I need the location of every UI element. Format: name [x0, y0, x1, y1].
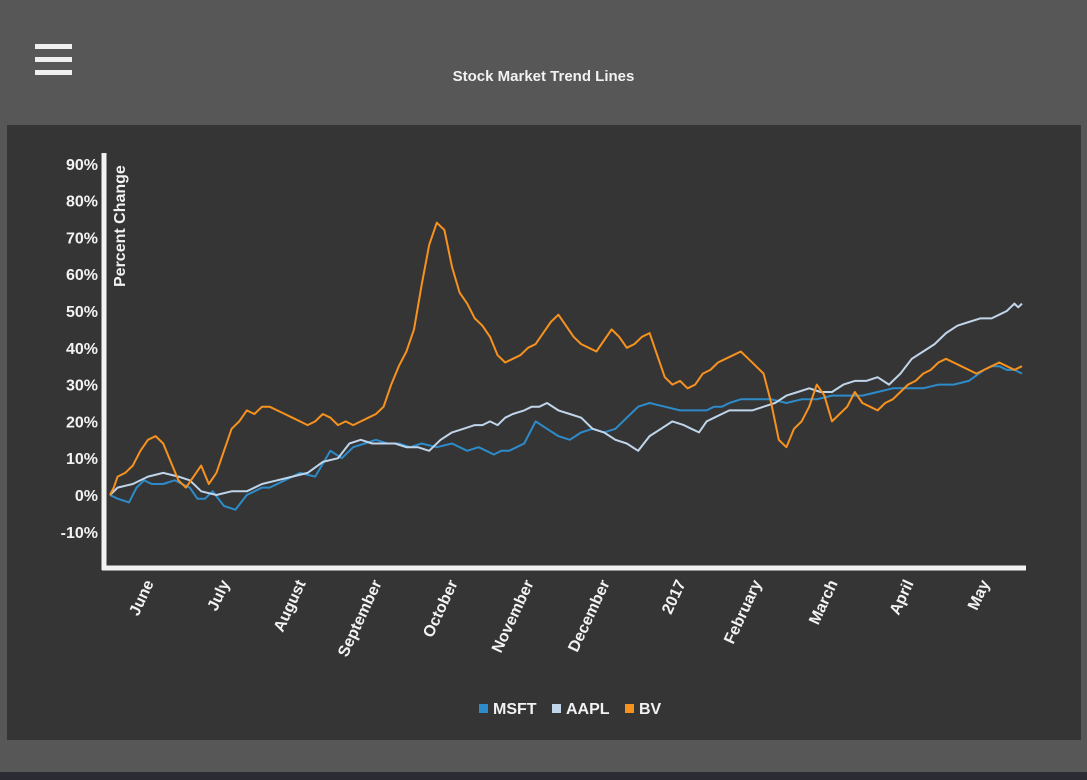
x-tick-label: May — [965, 577, 994, 612]
x-tick-label: August — [271, 577, 310, 635]
series-line-msft — [109, 365, 1023, 511]
legend-swatch-aapl — [552, 704, 561, 713]
menu-bar-bottom — [35, 70, 72, 75]
x-tick-label: September — [335, 578, 385, 660]
bottom-strip — [0, 772, 1087, 780]
legend-label-aapl: AAPL — [566, 701, 610, 718]
legend-swatch-msft — [479, 704, 488, 713]
y-tick-label: 90% — [66, 157, 98, 174]
y-tick-label: 20% — [66, 414, 98, 431]
y-tick-label: 80% — [66, 194, 98, 211]
y-tick-label: 30% — [66, 378, 98, 395]
series-line-bv — [109, 221, 1023, 496]
hamburger-menu-icon[interactable] — [35, 44, 72, 76]
y-tick-label: -10% — [61, 525, 98, 542]
legend-swatch-bv — [625, 704, 634, 713]
x-tick-label: February — [721, 577, 765, 646]
x-tick-label: March — [806, 578, 841, 628]
x-tick-label: October — [420, 578, 461, 641]
y-tick-label: 0% — [75, 488, 98, 505]
legend-label-msft: MSFT — [493, 701, 537, 718]
x-tick-label: June — [126, 577, 157, 618]
series-line-aapl — [109, 302, 1023, 496]
menu-bar-top — [35, 44, 72, 49]
line-chart: 90% 80% 70% 60% 50% 40% 30% 20% 10% 0% -10% Percent… — [61, 153, 1026, 718]
y-tick-label: 40% — [66, 341, 98, 358]
y-axis-label: Percent Change — [112, 165, 129, 287]
chart-panel: 90% 80% 70% 60% 50% 40% 30% 20% 10% 0% -10% Percent… — [7, 125, 1081, 740]
x-tick-label: November — [489, 578, 537, 656]
y-tick-label: 50% — [66, 304, 98, 321]
legend-label-bv: BV — [639, 701, 662, 718]
y-tick-label: 60% — [66, 267, 98, 284]
y-tick-label: 10% — [66, 451, 98, 468]
x-tick-label: 2017 — [659, 577, 689, 617]
x-tick-label: July — [205, 577, 234, 613]
x-tick-label: December — [566, 578, 614, 655]
page-title: Stock Market Trend Lines — [452, 68, 635, 85]
menu-bar-middle — [35, 57, 72, 62]
x-tick-label: April — [887, 578, 918, 618]
y-tick-label: 70% — [66, 230, 98, 247]
